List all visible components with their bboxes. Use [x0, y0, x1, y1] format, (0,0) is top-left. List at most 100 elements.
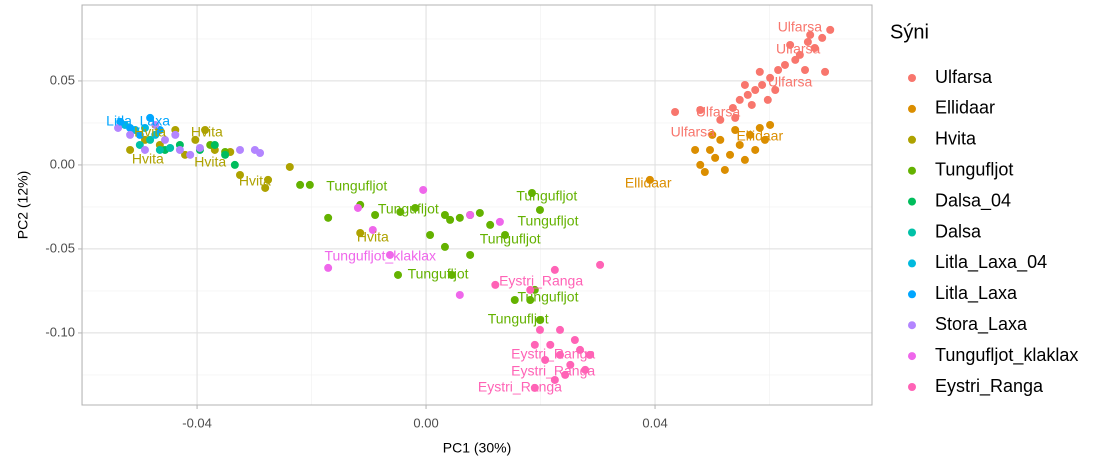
- point-label: Tungufljot: [326, 178, 387, 194]
- point: [440, 242, 449, 251]
- y-axis-title: PC2 (12%): [15, 171, 31, 239]
- point: [735, 95, 744, 104]
- point: [535, 325, 544, 334]
- point: [210, 140, 219, 149]
- point: [135, 130, 144, 139]
- point: [740, 155, 749, 164]
- y-tick-label: -0.10: [45, 324, 75, 339]
- panel-border: [81, 4, 873, 406]
- point: [230, 160, 239, 169]
- point-label: Litla_Laxa: [106, 113, 170, 129]
- legend-label: Litla_Laxa_04: [935, 252, 1047, 273]
- point: [780, 60, 789, 69]
- point: [645, 175, 654, 184]
- point: [368, 225, 377, 234]
- point: [186, 150, 195, 159]
- point: [126, 145, 135, 154]
- point-label: Eystri_Ranga: [511, 346, 595, 362]
- point: [763, 95, 772, 104]
- point: [510, 296, 519, 305]
- point: [751, 86, 760, 95]
- point: [116, 117, 125, 126]
- point: [140, 145, 149, 154]
- point: [716, 135, 725, 144]
- legend-label: Tungufljot: [935, 159, 1013, 179]
- point: [774, 66, 783, 75]
- legend-marker: [908, 104, 916, 113]
- point: [566, 360, 575, 369]
- point: [791, 55, 800, 64]
- point: [716, 115, 725, 124]
- point: [385, 250, 394, 259]
- point: [696, 105, 705, 114]
- point-label: Ulfarsa: [768, 74, 813, 90]
- point: [740, 80, 749, 89]
- point: [394, 270, 402, 279]
- point: [146, 135, 155, 144]
- point: [475, 208, 484, 217]
- y-tick-label: -0.05: [45, 240, 75, 255]
- point-label: Tungufljot: [518, 289, 579, 305]
- legend-label: Dalsa: [935, 221, 982, 241]
- x-tick-label: 0.04: [642, 415, 667, 430]
- legend-marker: [908, 166, 916, 175]
- point: [786, 40, 795, 49]
- point-label: Tungufljot_klaklax: [324, 248, 436, 264]
- point: [446, 215, 455, 224]
- point-label: Hvita: [191, 124, 223, 140]
- point: [140, 123, 149, 132]
- legend-marker: [908, 74, 916, 82]
- point: [541, 355, 550, 364]
- point-label: Eystri_Ranga: [511, 363, 595, 379]
- point: [747, 100, 756, 109]
- point: [705, 145, 714, 154]
- point: [305, 180, 314, 189]
- point-label: Hvita: [239, 173, 271, 189]
- point: [411, 203, 420, 212]
- point: [696, 160, 705, 169]
- legend-label: Stora_Laxa: [935, 314, 1028, 335]
- legend-marker: [908, 290, 916, 299]
- legend-marker: [908, 383, 916, 391]
- point: [826, 25, 835, 34]
- point: [491, 280, 500, 289]
- point: [296, 180, 305, 189]
- point: [201, 125, 210, 134]
- point: [576, 345, 585, 354]
- point: [126, 123, 135, 132]
- point: [191, 135, 200, 144]
- point: [526, 285, 535, 294]
- point: [731, 125, 740, 134]
- point: [261, 183, 270, 192]
- point: [455, 213, 464, 222]
- point-label: Hvita: [357, 229, 389, 245]
- point: [501, 230, 510, 239]
- point-label: Eystri_Ranga: [499, 273, 583, 289]
- point: [175, 145, 184, 154]
- point: [466, 210, 475, 219]
- point: [801, 66, 810, 75]
- point: [155, 145, 164, 154]
- point: [324, 213, 333, 222]
- point-label: Ulfarsa: [778, 19, 823, 35]
- point-label: Tungufljot: [480, 231, 541, 247]
- legend-marker: [908, 197, 916, 206]
- point: [711, 153, 720, 162]
- point: [700, 167, 709, 176]
- legend-label: Hvita: [935, 129, 977, 149]
- legend-label: Dalsa_04: [935, 190, 1011, 211]
- point: [161, 135, 170, 144]
- point: [530, 383, 539, 392]
- point: [691, 145, 700, 154]
- point-label: Ulfarsa: [696, 104, 741, 120]
- point: [151, 120, 160, 129]
- point: [114, 123, 123, 132]
- point: [766, 73, 775, 82]
- point-label: Ellidaar: [736, 128, 783, 144]
- point-label: Ulfarsa: [776, 41, 821, 57]
- point: [356, 228, 365, 237]
- point: [803, 37, 812, 46]
- point: [546, 340, 555, 349]
- point: [746, 130, 755, 139]
